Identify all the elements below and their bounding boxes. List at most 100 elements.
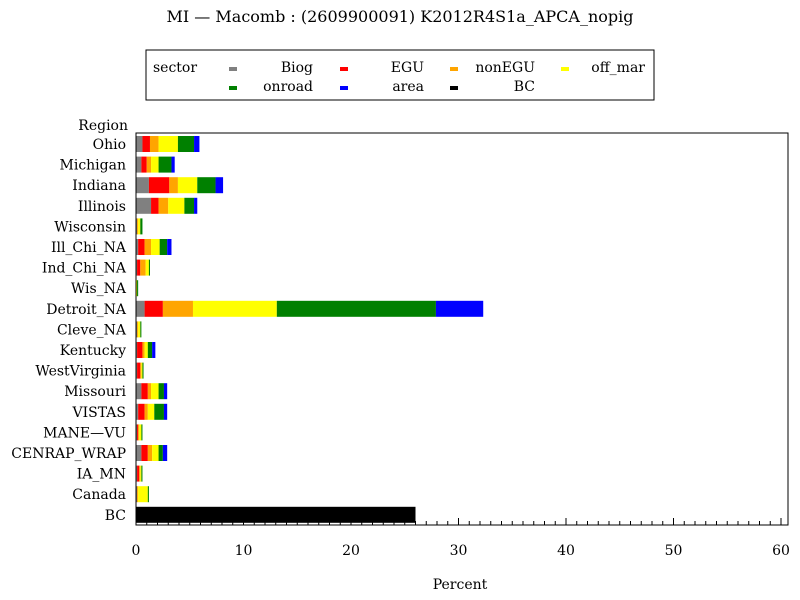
bar-westvirginia-egu — [137, 362, 141, 379]
x-tick-label: 0 — [132, 543, 141, 559]
bar-ill-chi-na-biog — [136, 239, 139, 255]
bar-missouri-area — [163, 383, 168, 400]
bar-detroit-na-biog — [136, 300, 145, 317]
y-axis-label: Region — [78, 118, 128, 134]
bar-vistas-egu — [138, 403, 145, 420]
bar-ia-mn-biog — [136, 465, 138, 482]
legend-swatch-onroad — [229, 86, 237, 90]
bar-illinois-area — [194, 197, 198, 214]
bar-wisconsin-off-mar — [138, 218, 141, 235]
category-labels: Ohio Michigan Indiana Illinois Wisconsin Ill_… — [11, 137, 127, 524]
bars-group — [136, 136, 484, 523]
x-tick-label: 50 — [665, 543, 683, 559]
bar-wisconsin-biog — [136, 218, 138, 235]
x-axis: 0 10 20 30 40 50 60 — [132, 518, 790, 559]
category-label-missouri: Missouri — [64, 384, 126, 400]
bar-indiana-onroad — [197, 177, 216, 194]
bar-ia-mn-nonegu — [139, 465, 141, 482]
legend-swatch-off-mar — [561, 67, 569, 71]
bar-illinois-biog — [136, 197, 152, 214]
bar-westvirginia-off-mar — [141, 362, 143, 379]
bar-westvirginia-biog — [136, 362, 138, 379]
category-label-ill-chi-na: Ill_Chi_NA — [51, 240, 127, 256]
bar-vistas-nonegu — [144, 403, 148, 420]
bar-cenrap-wrap-biog — [136, 445, 142, 461]
bar-ia-mn-off-mar — [140, 465, 142, 482]
bar-wis-na-onroad — [137, 280, 139, 297]
bar-cenrap-wrap-nonegu — [147, 445, 153, 461]
x-tick-label: 20 — [342, 543, 360, 559]
bar-vistas-biog — [136, 403, 139, 420]
bar-westvirginia-nonegu — [140, 362, 142, 379]
bar-canada-biog — [136, 486, 138, 503]
category-label-wis-na: Wis_NA — [71, 281, 127, 297]
bar-michigan-onroad — [158, 156, 172, 173]
category-label-illinois: Illinois — [78, 199, 126, 215]
bar-michigan-off-mar — [151, 156, 159, 173]
legend-label-egu: EGU — [391, 60, 424, 76]
x-tick-label: 60 — [772, 543, 790, 559]
bar-michigan-area — [171, 156, 175, 173]
legend-label-area: area — [392, 79, 424, 95]
legend-label-biog: Biog — [281, 60, 313, 76]
category-label-cleve-na: Cleve_NA — [57, 322, 127, 338]
bar-kentucky-off-mar — [144, 342, 148, 358]
bar-cleve-na-onroad — [140, 321, 142, 338]
x-tick-label: 30 — [450, 543, 468, 559]
category-label-indiana: Indiana — [72, 178, 126, 194]
bar-ohio-biog — [136, 136, 143, 152]
bar-ind-chi-na-onroad — [148, 259, 150, 276]
bar-illinois-egu — [151, 197, 159, 214]
bar-wisconsin-nonegu — [137, 218, 139, 235]
bar-cleve-na-biog — [136, 321, 138, 338]
bar-cenrap-wrap-egu — [141, 445, 148, 461]
legend-label-onroad: onroad — [263, 79, 313, 95]
bar-ill-chi-na-area — [167, 239, 172, 255]
legend-box — [145, 49, 655, 101]
bar-ind-chi-na-egu — [137, 259, 141, 276]
x-axis-label: Percent — [433, 577, 488, 593]
bar-missouri-onroad — [158, 383, 164, 400]
legend-swatch-area — [340, 86, 348, 90]
category-label-vistas: VISTAS — [71, 405, 126, 421]
bar-ia-mn-egu — [137, 465, 140, 482]
bar-kentucky-egu — [137, 342, 143, 358]
bar-mane-vu-nonegu — [138, 424, 140, 441]
bar-missouri-off-mar — [151, 383, 159, 400]
category-label-ind-chi-na: Ind_Chi_NA — [42, 261, 127, 277]
bar-ill-chi-na-egu — [138, 239, 145, 255]
bar-cenrap-wrap-off-mar — [152, 445, 159, 461]
bar-indiana-nonegu — [169, 177, 178, 194]
bar-ia-mn-onroad — [141, 465, 143, 482]
legend-swatch-bc — [450, 86, 458, 90]
bar-ill-chi-na-off-mar — [151, 239, 160, 255]
bar-mane-vu-egu — [137, 424, 139, 441]
bar-mane-vu-onroad — [141, 424, 143, 441]
bar-ohio-area — [194, 136, 200, 152]
bar-ill-chi-na-nonegu — [144, 239, 152, 255]
bar-michigan-nonegu — [146, 156, 152, 173]
bar-detroit-na-egu — [144, 300, 163, 317]
bar-michigan-egu — [141, 156, 147, 173]
category-label-westvirginia: WestVirginia — [35, 364, 126, 380]
chart-title: MI — Macomb : (2609900091) K2012R4S1a_AP… — [167, 7, 634, 26]
bar-mane-vu-biog — [136, 424, 138, 441]
bar-vistas-off-mar — [147, 403, 155, 420]
plot-frame — [135, 132, 789, 526]
legend-title: sector — [153, 60, 197, 76]
bar-ind-chi-na-nonegu — [140, 259, 146, 276]
bar-missouri-nonegu — [147, 383, 152, 400]
bar-cleve-na-nonegu — [137, 321, 139, 338]
bar-detroit-na-area — [435, 300, 484, 317]
bar-kentucky-area — [152, 342, 156, 358]
bar-canada-nonegu — [137, 486, 139, 503]
bar-bc-bc — [136, 506, 416, 523]
category-label-bc: BC — [105, 508, 126, 524]
bar-kentucky-biog — [136, 342, 138, 358]
bar-illinois-onroad — [184, 197, 195, 214]
legend-label-off-mar: off_mar — [591, 60, 645, 76]
bar-wisconsin-onroad — [140, 218, 143, 235]
bar-mane-vu-off-mar — [139, 424, 142, 441]
bar-ohio-egu — [142, 136, 150, 152]
